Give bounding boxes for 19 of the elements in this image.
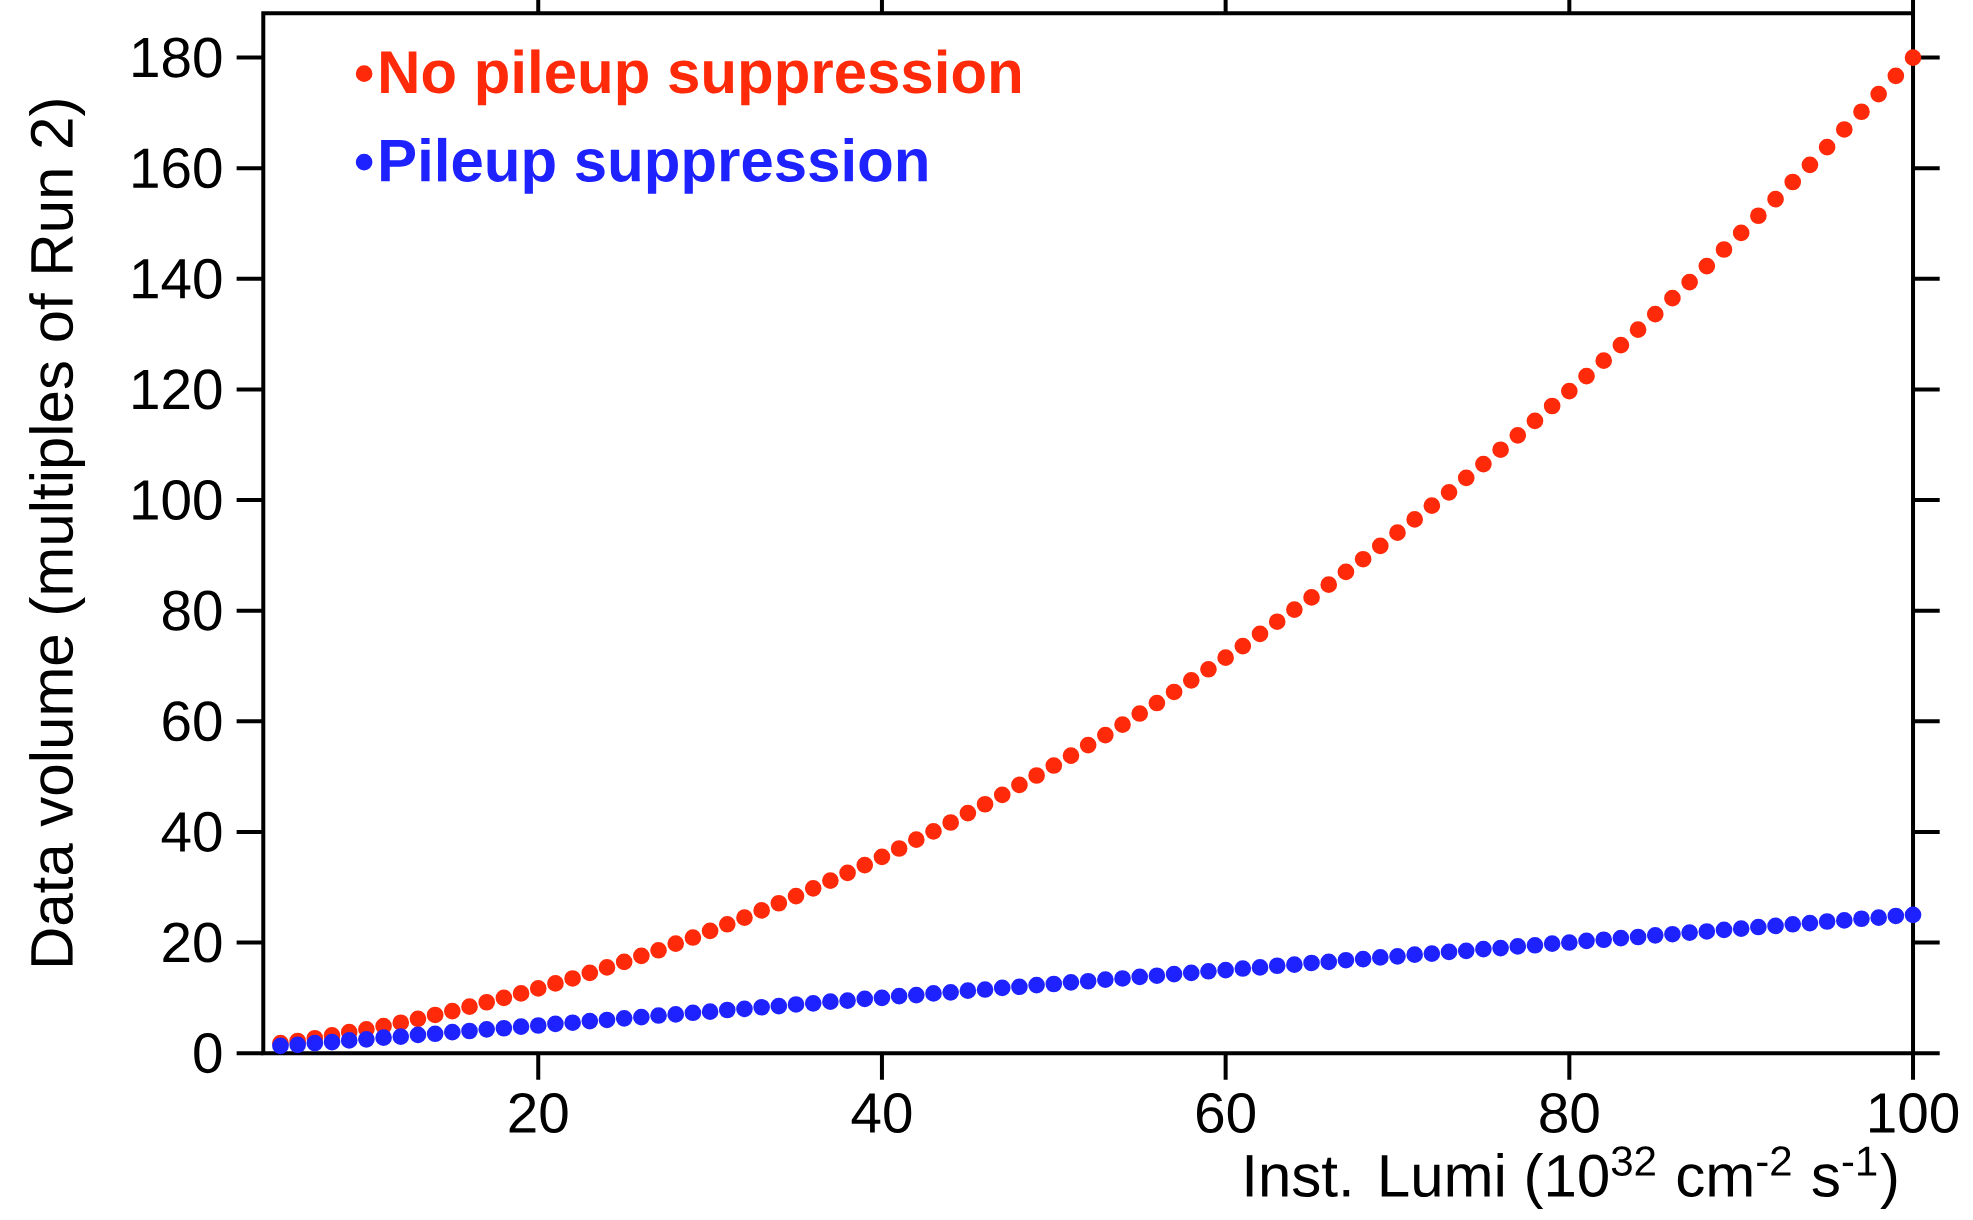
legend-label: Pileup suppression [381, 137, 927, 194]
x-tick-label: 60 [1197, 1093, 1255, 1134]
x-tick-label: 40 [851, 1093, 912, 1134]
y-tick-label: 80 [162, 590, 222, 631]
y-axis-title: Data volume (multiples of Run 2) [29, 100, 86, 966]
y-tick-label: 180 [133, 37, 222, 78]
y-tick-label: 60 [163, 701, 222, 742]
x-tick-label: 80 [1540, 1093, 1599, 1134]
y-tick-label: 0 [194, 1033, 222, 1074]
legend-label: No pileup suppression [381, 49, 1021, 106]
y-tick-label: 100 [133, 480, 222, 521]
x-tick-label: 20 [509, 1093, 568, 1134]
x-tick-label: 100 [1870, 1093, 1959, 1134]
y-tick-label: 120 [133, 369, 222, 410]
y-tick-label: 140 [133, 258, 222, 299]
x-axis-title: Inst. Lumi (10$^{32}$ cm$^{-2}$ s$^{-1}$) [1246, 1146, 1897, 1210]
y-tick-label: 40 [161, 811, 222, 853]
y-tick-label: 160 [133, 148, 222, 189]
y-tick-label: 20 [163, 922, 222, 963]
